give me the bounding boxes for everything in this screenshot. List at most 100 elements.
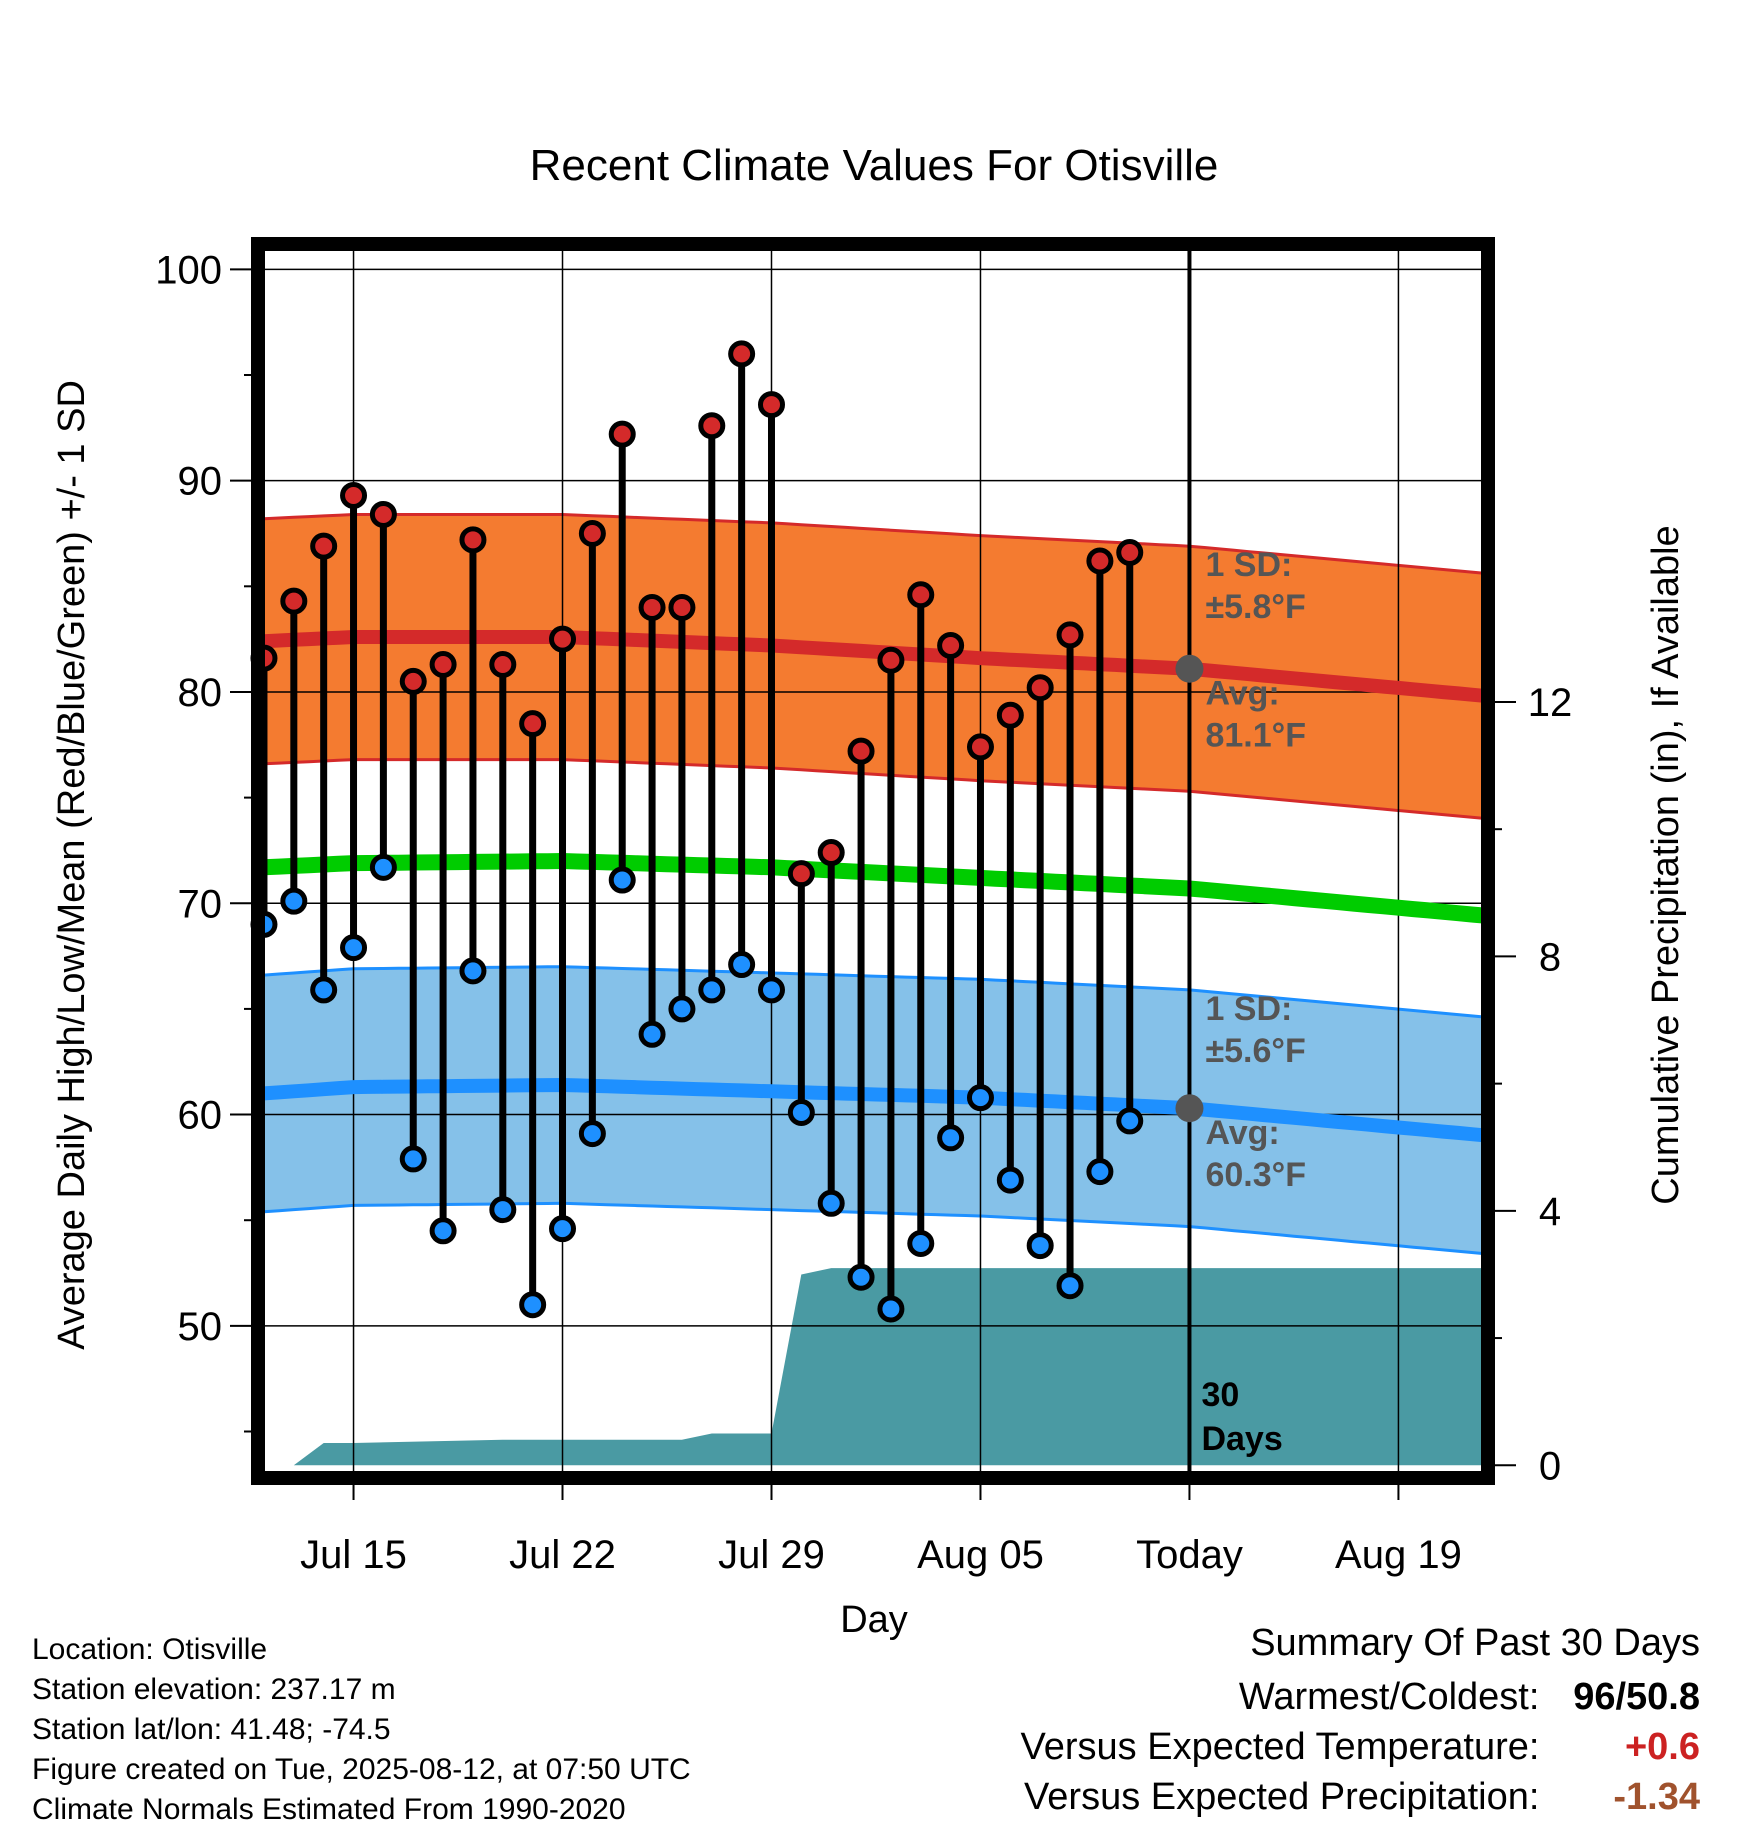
low-point — [1026, 1232, 1054, 1260]
chart-title: Recent Climate Values For Otisville — [530, 141, 1219, 190]
high-point — [578, 519, 606, 547]
summary-precip-value: -1.34 — [1613, 1776, 1700, 1818]
high-point — [638, 593, 666, 621]
days-label-number: 30 — [1201, 1376, 1239, 1414]
high-point — [966, 733, 994, 761]
low-point — [817, 1189, 845, 1217]
low-point — [757, 976, 785, 1004]
low-point — [1056, 1272, 1084, 1300]
high-point — [728, 340, 756, 368]
info-created: Figure created on Tue, 2025-08-12, at 07… — [32, 1753, 691, 1786]
summary-warmest-label: Warmest/Coldest: — [1238, 1676, 1540, 1718]
high-point — [787, 860, 815, 888]
high-point — [489, 650, 517, 678]
high-point — [937, 631, 965, 659]
info-normals: Climate Normals Estimated From 1990-2020 — [32, 1793, 626, 1826]
high-avg-label: Avg: — [1205, 675, 1279, 713]
low-point — [280, 887, 308, 915]
y-right-tick-label: 12 — [1528, 681, 1573, 725]
y-right-tick-label: 8 — [1539, 935, 1561, 979]
precip-area — [263, 1268, 1488, 1466]
x-axis-label: Day — [840, 1599, 908, 1641]
low-point — [549, 1215, 577, 1243]
x-tick-label: Today — [1136, 1533, 1243, 1577]
low-sd-lower-line — [263, 1201, 1489, 1256]
high-sd-upper-line — [263, 513, 1489, 576]
summary-heading: Summary Of Past 30 Days — [1250, 1622, 1700, 1664]
low-avg-label: Avg: — [1205, 1114, 1279, 1152]
y-right-tick-label: 4 — [1539, 1190, 1561, 1234]
high-point — [310, 532, 338, 560]
high-point — [369, 500, 397, 528]
y-left-tick-label: 70 — [178, 882, 223, 926]
low-sd-label: 1 SD: — [1205, 990, 1292, 1028]
high-point — [877, 646, 905, 674]
low-avg-value: 60.3°F — [1205, 1156, 1306, 1194]
low-point — [728, 951, 756, 979]
low-point — [966, 1084, 994, 1112]
low-sd-band — [264, 966, 1488, 1254]
high-sd-band — [264, 514, 1488, 819]
summary-temp-value: +0.6 — [1624, 1726, 1700, 1768]
high-point — [280, 587, 308, 615]
info-elevation: Station elevation: 237.17 m — [32, 1673, 396, 1706]
high-point — [399, 667, 427, 695]
high-sd-label: 1 SD: — [1205, 546, 1292, 584]
y-left-tick-label: 50 — [178, 1305, 223, 1349]
high-point — [847, 737, 875, 765]
high-point — [1086, 547, 1114, 575]
low-point — [310, 976, 338, 1004]
high-point — [668, 593, 696, 621]
plot-frame — [251, 237, 1495, 1485]
high-point — [1026, 674, 1054, 702]
low-avg-line — [263, 1077, 1489, 1143]
high-point — [429, 650, 457, 678]
low-point — [519, 1291, 547, 1319]
low-point — [578, 1120, 606, 1148]
high-point — [698, 412, 726, 440]
mean-avg-line — [263, 852, 1489, 924]
x-tick-label: Jul 29 — [718, 1533, 825, 1577]
low-point — [1116, 1107, 1144, 1135]
low-point — [489, 1196, 517, 1224]
summary-precip-label: Versus Expected Precipitation: — [1024, 1776, 1540, 1818]
station-info: Location: Otisville Station elevation: 2… — [32, 1630, 691, 1830]
high-point — [459, 526, 487, 554]
low-point — [1086, 1158, 1114, 1186]
low-point — [698, 976, 726, 1004]
high-point — [1056, 621, 1084, 649]
low-point — [608, 866, 636, 894]
low-point — [847, 1263, 875, 1291]
x-tick-label: Aug 19 — [1335, 1533, 1462, 1577]
plot-area: 1 SD: ±5.8°F Avg: 81.1°F 1 SD: ±5.6°F Avg: 60.3… — [155, 237, 1573, 1577]
summary-warmest-value: 96/50.8 — [1573, 1676, 1700, 1718]
high-avg-value: 81.1°F — [1205, 717, 1306, 755]
y-left-tick-label: 60 — [178, 1094, 223, 1138]
high-sd-lower-line — [263, 758, 1489, 821]
low-point — [907, 1229, 935, 1257]
low-point — [369, 853, 397, 881]
low-point — [668, 995, 696, 1023]
low-point — [996, 1166, 1024, 1194]
high-point — [907, 581, 935, 609]
x-tick-label: Aug 05 — [917, 1533, 1044, 1577]
high-point — [757, 391, 785, 419]
summary-temp-row: Versus Expected Temperature: +0.6 — [1021, 1726, 1700, 1769]
y-right-tick-label: 0 — [1539, 1444, 1561, 1488]
days-label-word: Days — [1201, 1420, 1282, 1458]
y-axis-label-right: Cumulative Precipitation (in), If Availa… — [1645, 525, 1687, 1204]
low-point — [459, 957, 487, 985]
summary-warmest-row: Warmest/Coldest: 96/50.8 — [1239, 1676, 1700, 1719]
summary-temp-label: Versus Expected Temperature: — [1020, 1726, 1540, 1768]
y-left-tick-label: 100 — [155, 248, 222, 292]
y-axis-label-left: Average Daily High/Low/Mean (Red/Blue/Gr… — [51, 380, 93, 1350]
high-point — [817, 839, 845, 867]
high-point — [549, 625, 577, 653]
high-sd-value: ±5.8°F — [1205, 588, 1305, 626]
low-point — [787, 1098, 815, 1126]
y-left-tick-label: 90 — [178, 460, 223, 504]
low-point — [638, 1020, 666, 1048]
today-low-avg-marker — [1175, 1094, 1204, 1123]
high-point — [1116, 539, 1144, 566]
